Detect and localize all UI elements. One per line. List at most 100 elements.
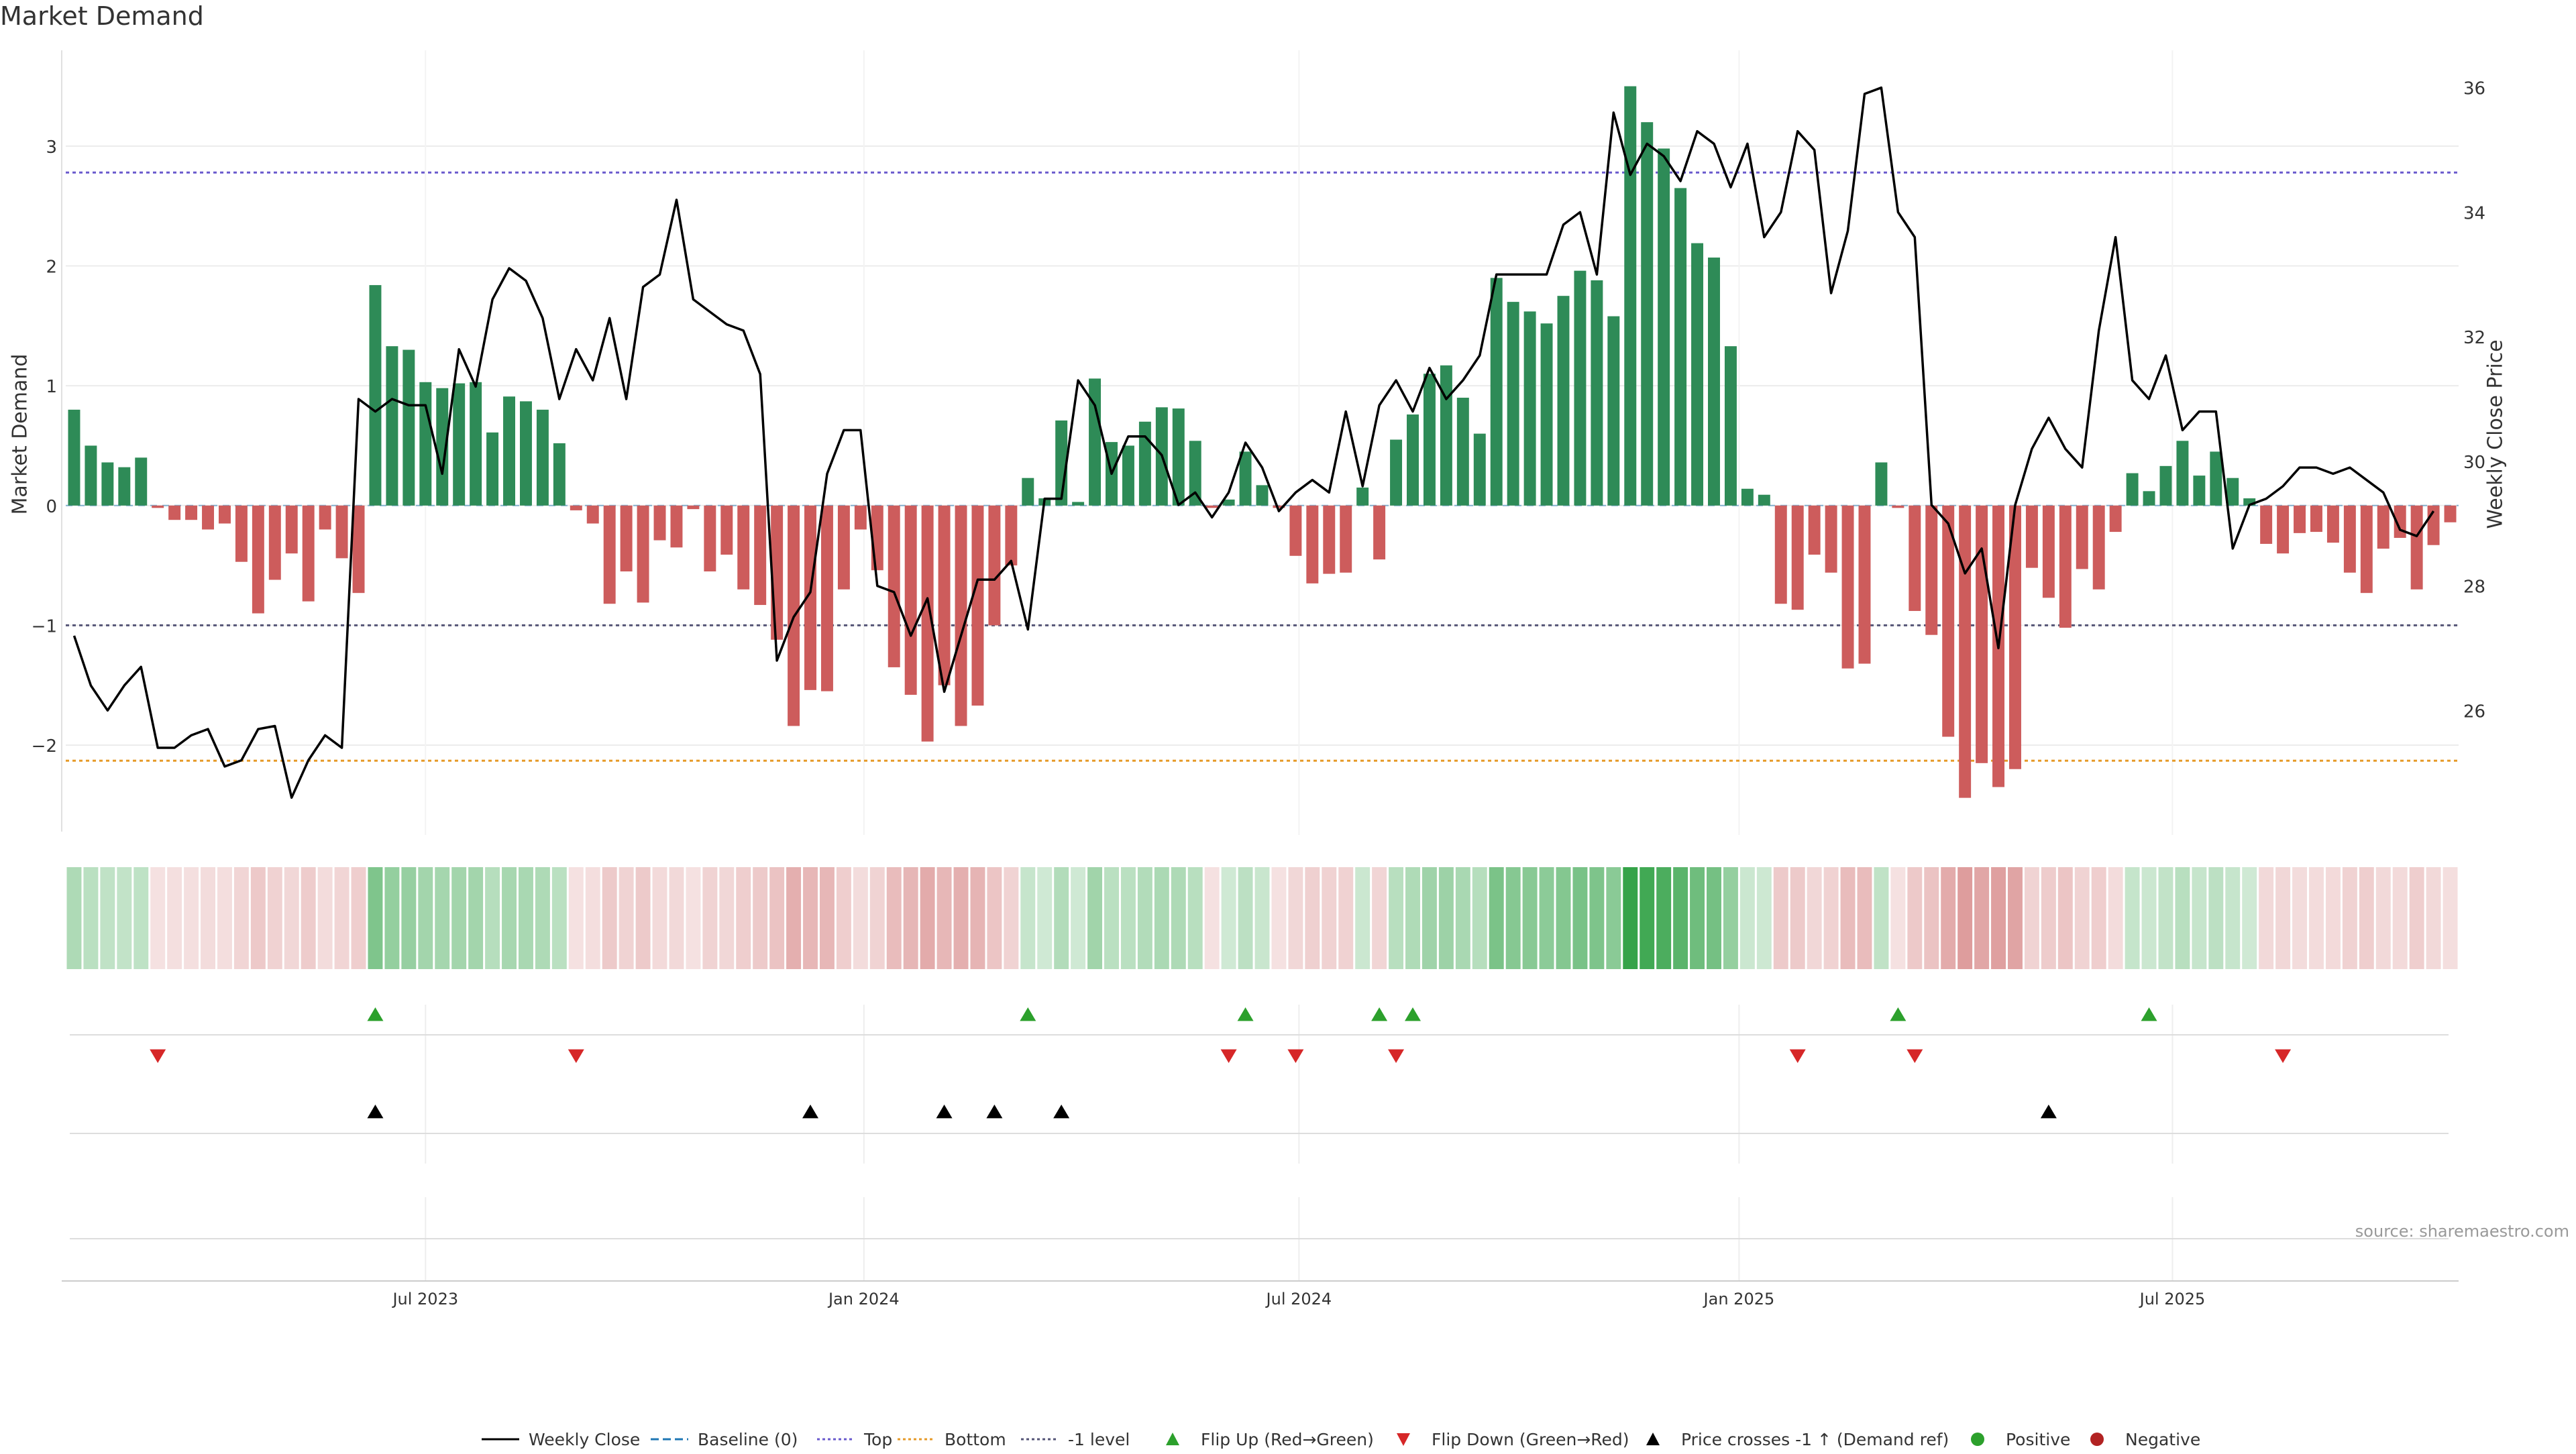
- heat-cell: [1773, 867, 1788, 969]
- circle-icon: [2090, 1433, 2104, 1446]
- demand-bar: [653, 505, 666, 541]
- heat-cell: [1187, 867, 1203, 969]
- circle-icon: [1971, 1433, 1984, 1446]
- heat-cell: [602, 867, 617, 969]
- demand-bar: [904, 505, 917, 695]
- price-line-layer: [72, 86, 2435, 799]
- right-tick-label: 30: [2463, 453, 2485, 473]
- heat-cell: [970, 867, 985, 969]
- heat-cell: [2225, 867, 2241, 969]
- heat-cell: [1421, 867, 1437, 969]
- heat-cell: [1907, 867, 1923, 969]
- legend-item: Baseline (0): [649, 1427, 798, 1451]
- demand-bar: [603, 505, 616, 604]
- dashed-line-icon: [651, 1438, 688, 1441]
- heat-cell: [1890, 867, 1906, 969]
- heat-cell: [250, 867, 266, 969]
- heat-cell: [903, 867, 918, 969]
- price-cross-marker: [802, 1105, 819, 1119]
- heat-cell: [1874, 867, 1889, 969]
- x-tick-label: Jul 2023: [391, 1290, 458, 1308]
- demand-bar: [519, 401, 532, 506]
- demand-bar: [2076, 505, 2088, 569]
- heat-cell: [803, 867, 818, 969]
- heat-cell: [686, 867, 701, 969]
- heat-cell: [652, 867, 667, 969]
- heat-cell: [1707, 867, 1721, 969]
- demand-bar: [637, 505, 649, 603]
- demand-bar: [1708, 258, 1720, 506]
- demand-bar: [1172, 408, 1185, 506]
- demand-bar: [1122, 445, 1134, 506]
- demand-bar: [921, 505, 934, 742]
- heat-cell: [451, 867, 467, 969]
- heat-cell: [384, 867, 400, 969]
- heat-cell: [669, 867, 684, 969]
- heat-cell: [2057, 867, 2073, 969]
- demand-bar: [586, 505, 599, 524]
- demand-bar: [2260, 505, 2273, 544]
- heat-cell: [201, 867, 215, 969]
- heat-cell: [2392, 867, 2408, 969]
- demand-bar: [1423, 374, 1436, 506]
- demand-bar: [2042, 505, 2055, 598]
- heat-cell: [1572, 867, 1588, 969]
- flip-down-marker: [568, 1049, 584, 1063]
- legend-label: Baseline (0): [698, 1429, 798, 1449]
- demand-bar: [955, 505, 967, 726]
- demand-bar: [1808, 505, 1821, 555]
- heat-cell: [1455, 867, 1470, 969]
- heat-cell: [1756, 867, 1772, 969]
- heat-cell: [1204, 867, 1220, 969]
- heat-cell: [301, 867, 316, 969]
- demand-bar: [553, 443, 566, 506]
- heat-cell: [1071, 867, 1086, 969]
- heat-cell: [1539, 867, 1554, 969]
- heat-cell: [836, 867, 851, 969]
- heat-cell: [1472, 867, 1487, 969]
- demand-bar: [1791, 505, 1804, 610]
- heat-cell: [1389, 867, 1404, 969]
- demand-bar: [2310, 505, 2322, 533]
- demand-bar: [1390, 439, 1403, 506]
- demand-bar: [302, 505, 315, 602]
- demand-bar: [1239, 451, 1252, 506]
- price-cross-marker: [2040, 1105, 2057, 1119]
- heat-cell: [1137, 867, 1152, 969]
- axes-layer: −2 −1 0 1 2 3 26 28 30 32 34 36 Jul 2023 Jan 2024 Jul …: [32, 50, 2485, 1308]
- dotted-line-icon: [898, 1438, 935, 1441]
- heat-cell: [1322, 867, 1337, 969]
- demand-bar: [85, 445, 97, 506]
- demand-bar: [720, 505, 733, 555]
- heat-cell: [886, 867, 902, 969]
- heat-cell: [1924, 867, 1939, 969]
- demand-bar: [1574, 270, 1587, 506]
- demand-bar: [1222, 499, 1235, 506]
- demand-bar: [2193, 476, 2206, 506]
- demand-bar: [1875, 462, 1888, 506]
- legend-item: -1 level: [1020, 1427, 1130, 1451]
- demand-bar: [101, 462, 114, 506]
- heat-cell: [66, 867, 82, 969]
- right-tick-label: 26: [2463, 702, 2485, 722]
- heat-cell: [435, 867, 450, 969]
- demand-bar: [1005, 505, 1018, 566]
- heat-cell: [2409, 867, 2424, 969]
- signal-rows: [70, 1007, 2449, 1239]
- demand-bar: [2025, 505, 2038, 568]
- demand-bar: [1072, 502, 1085, 506]
- demand-bar: [285, 505, 298, 554]
- flip-down-marker: [150, 1049, 166, 1063]
- demand-bar: [1758, 494, 1770, 506]
- heat-cell: [117, 867, 132, 969]
- demand-bar: [2277, 505, 2290, 554]
- heat-cell: [1739, 867, 1755, 969]
- demand-bar: [2176, 441, 2189, 506]
- demand-bar: [352, 505, 365, 594]
- heat-cell: [987, 867, 1002, 969]
- heat-cell: [2426, 867, 2441, 969]
- heat-cell: [2175, 867, 2190, 969]
- legend-item: Flip Up (Red→Green): [1152, 1427, 1374, 1451]
- legend-label: Positive: [2006, 1429, 2071, 1449]
- heat-cell: [2041, 867, 2056, 969]
